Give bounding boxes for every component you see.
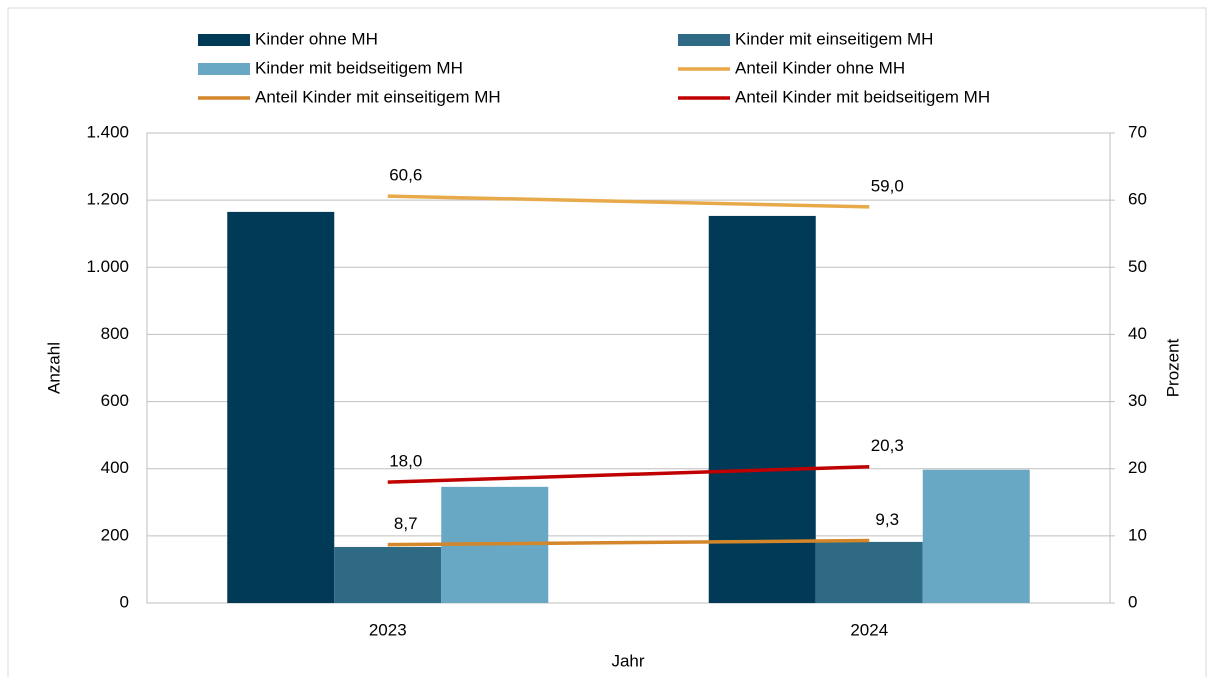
bar xyxy=(334,546,442,603)
y-tick-label: 1.000 xyxy=(86,257,129,276)
line xyxy=(387,194,870,209)
legend-swatch xyxy=(198,34,250,46)
y2-tick-label: 0 xyxy=(1128,592,1137,611)
line xyxy=(387,538,870,547)
legend-label: Anteil Kinder mit einseitigem MH xyxy=(255,87,501,106)
data-label: 8,7 xyxy=(394,514,418,533)
y2-tick-label: 50 xyxy=(1128,257,1147,276)
y2-tick-label: 20 xyxy=(1128,458,1147,477)
y-tick-label: 800 xyxy=(101,324,129,343)
legend-swatch xyxy=(678,34,730,46)
x-tick-label: 2024 xyxy=(850,620,888,639)
y-tick-label: 600 xyxy=(101,391,129,410)
bar xyxy=(227,211,335,603)
legend-label: Anteil Kinder ohne MH xyxy=(735,58,905,77)
legend-label: Kinder mit einseitigem MH xyxy=(735,29,933,48)
data-label: 59,0 xyxy=(871,176,904,195)
legend-swatch xyxy=(198,63,250,75)
line xyxy=(387,464,870,484)
y2-axis-label: Prozent xyxy=(1163,338,1182,397)
x-axis-label: Jahr xyxy=(611,651,644,670)
y-tick-label: 1.400 xyxy=(86,122,129,141)
y-axis-label: Anzahl xyxy=(44,342,63,394)
y2-tick-label: 40 xyxy=(1128,324,1147,343)
y2-tick-label: 10 xyxy=(1128,525,1147,544)
y-tick-label: 0 xyxy=(120,592,129,611)
y-tick-label: 200 xyxy=(101,525,129,544)
chart-frame xyxy=(7,7,1207,677)
data-label: 20,3 xyxy=(871,436,904,455)
bar xyxy=(708,215,816,603)
y2-tick-label: 30 xyxy=(1128,391,1147,410)
y-tick-label: 400 xyxy=(101,458,129,477)
bar xyxy=(815,541,923,603)
legend-label: Anteil Kinder mit beidseitigem MH xyxy=(735,87,990,106)
legend-label: Kinder ohne MH xyxy=(255,29,378,48)
data-label: 9,3 xyxy=(875,510,899,529)
legend-label: Kinder mit beidseitigem MH xyxy=(255,58,463,77)
data-label: 60,6 xyxy=(389,166,422,185)
y2-tick-label: 60 xyxy=(1128,190,1147,209)
bar xyxy=(922,469,1030,603)
y-tick-label: 1.200 xyxy=(86,190,129,209)
y2-tick-label: 70 xyxy=(1128,122,1147,141)
data-label: 18,0 xyxy=(389,452,422,471)
x-tick-label: 2023 xyxy=(369,620,407,639)
